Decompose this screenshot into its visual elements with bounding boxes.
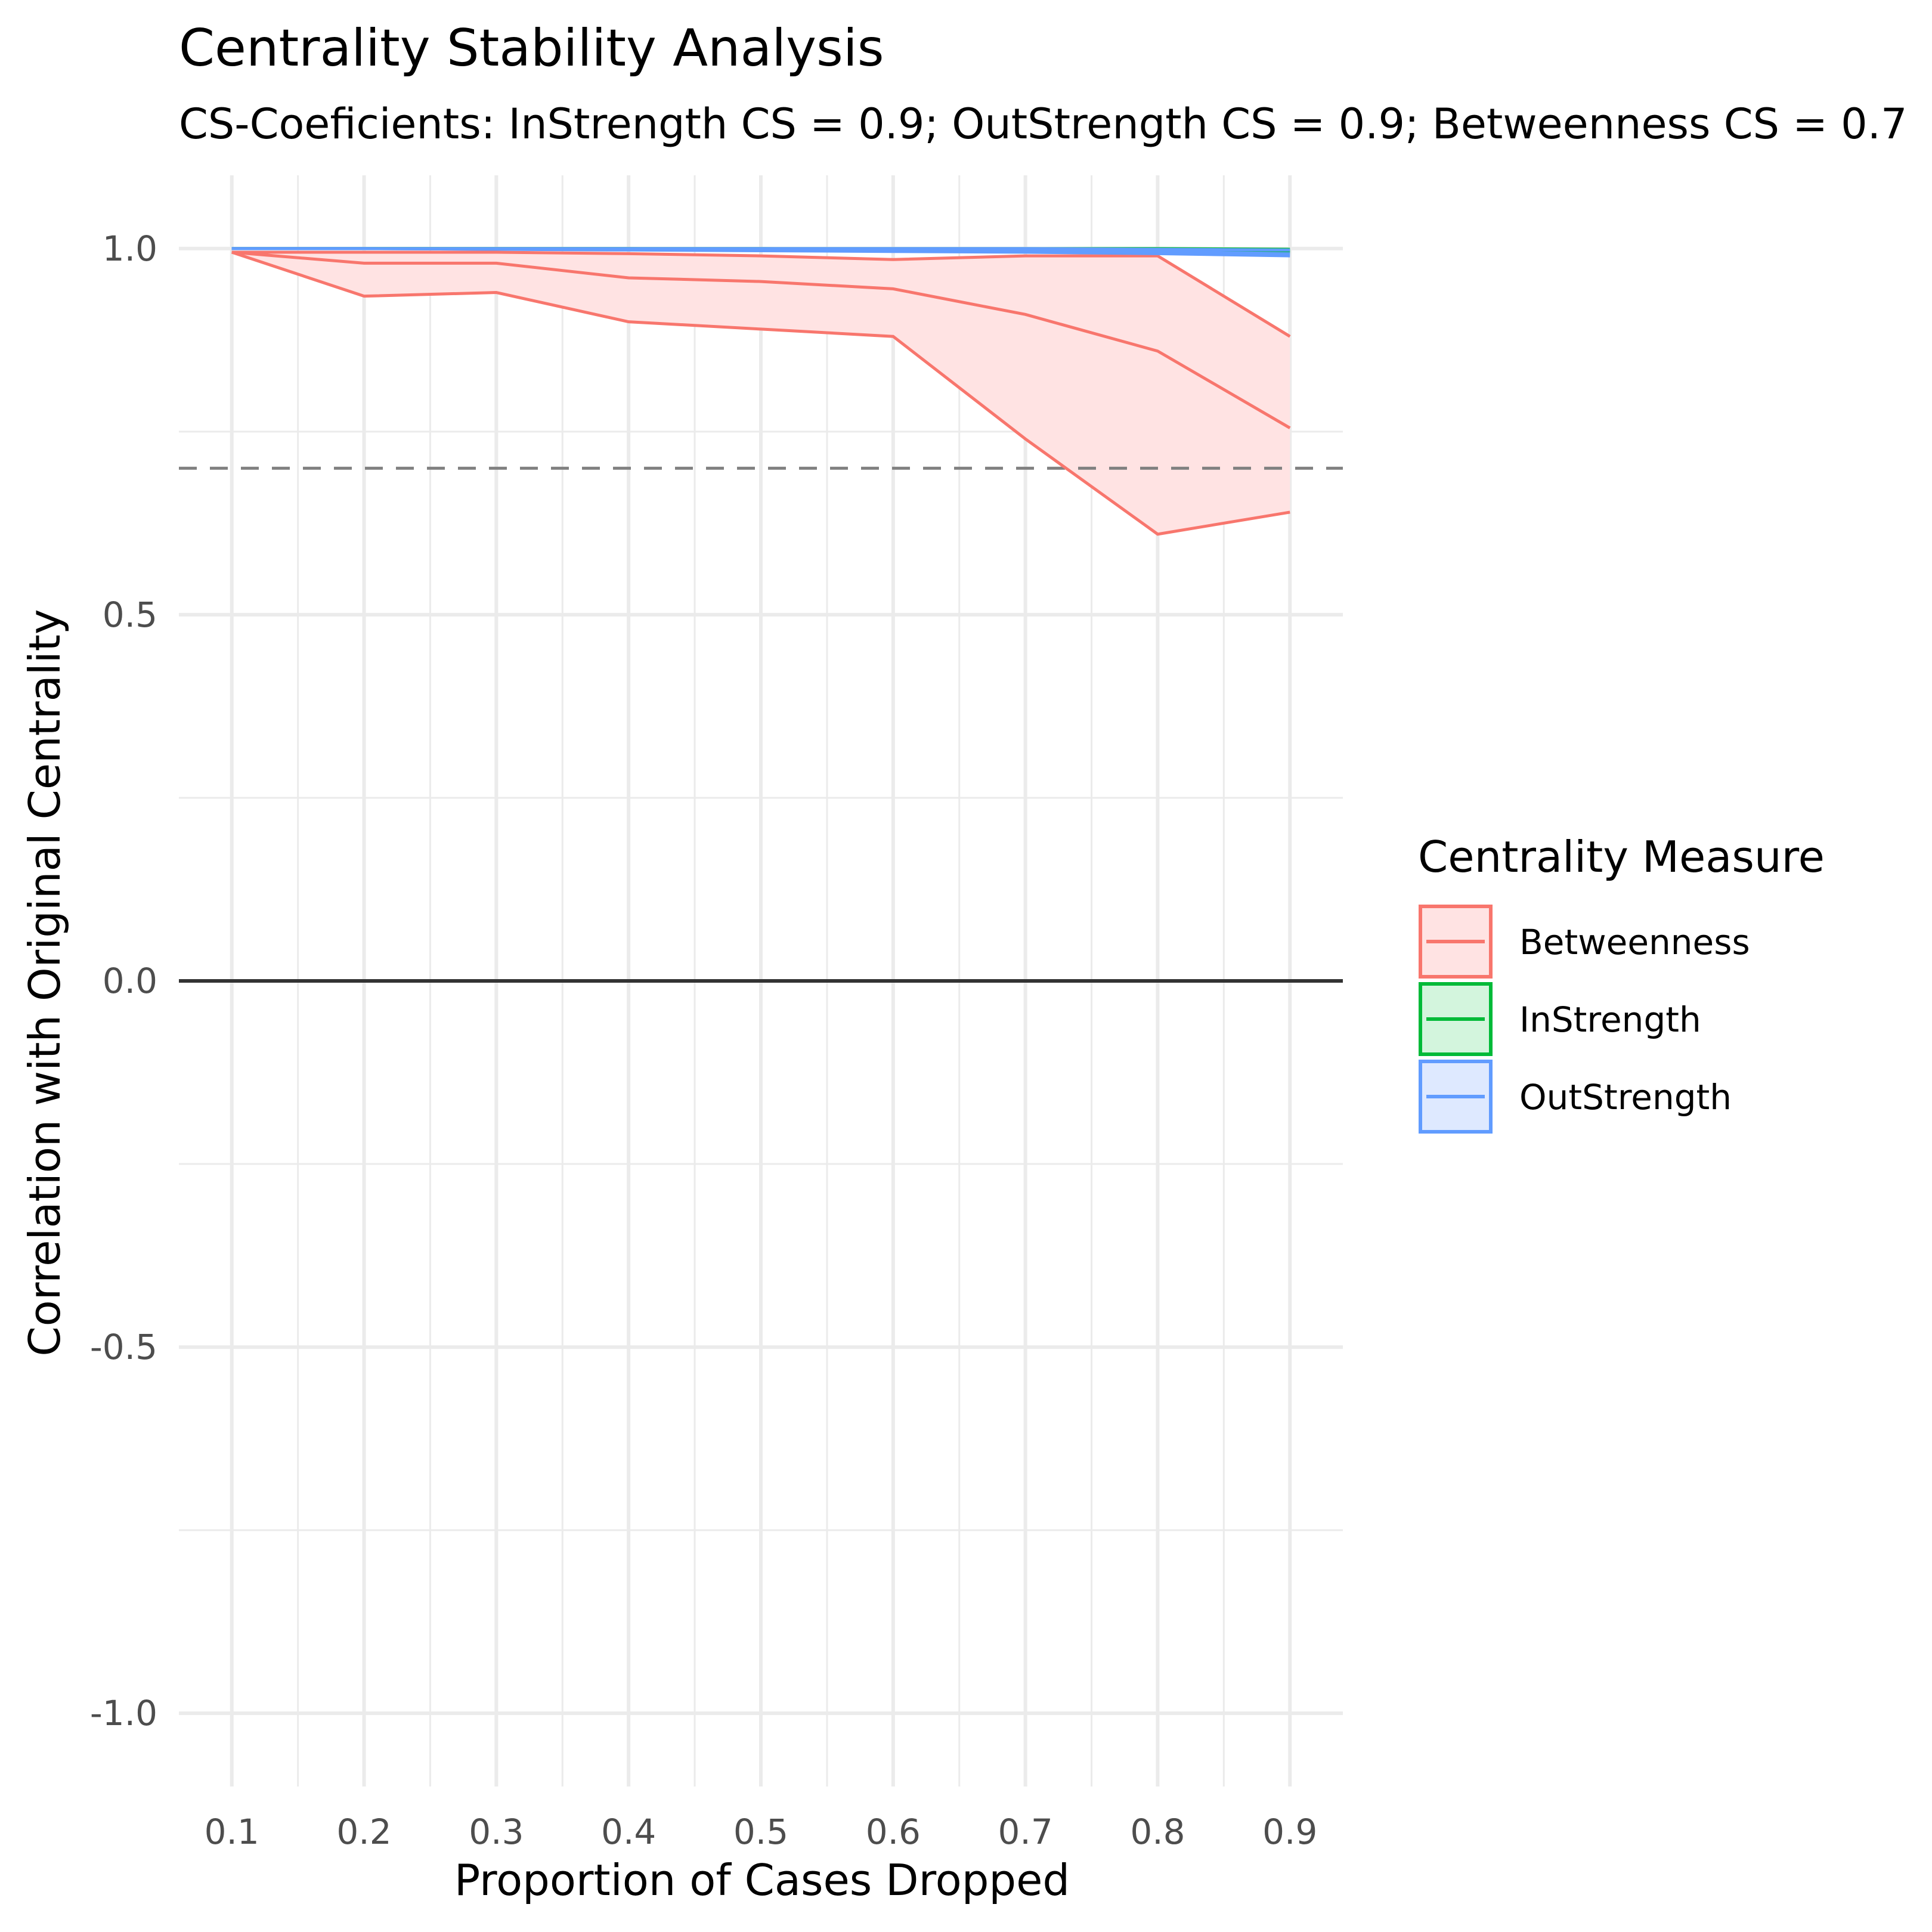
reference-lines bbox=[179, 466, 1343, 983]
x-axis-tick-labels: 0.1 0.2 0.3 0.4 0.5 0.6 0.7 0.8 0.9 bbox=[205, 1812, 1318, 1852]
x-tick-label: 0.8 bbox=[1130, 1812, 1185, 1852]
legend-title: Centrality Measure bbox=[1418, 832, 1825, 882]
x-tick-label: 0.6 bbox=[866, 1812, 921, 1852]
legend-label-betweenness: Betweenness bbox=[1519, 922, 1750, 962]
betweenness-upper-line bbox=[231, 250, 1291, 338]
series-lines bbox=[231, 247, 1291, 536]
x-tick-label: 0.3 bbox=[469, 1812, 524, 1852]
y-axis-tick-labels: 1.0 0.5 0.0 -0.5 -1.0 bbox=[90, 228, 157, 1733]
y-axis-title: Correlation with Original Centrality bbox=[20, 609, 70, 1356]
x-tick-label: 0.1 bbox=[205, 1812, 259, 1852]
chart-subtitle: CS-Coeficients: InStrength CS = 0.9; Out… bbox=[179, 100, 1908, 148]
y-tick-label: 0.0 bbox=[103, 961, 157, 1001]
betweenness-lower-line bbox=[231, 250, 1290, 536]
outstrength-lower-line bbox=[231, 247, 1290, 258]
x-tick-label: 0.7 bbox=[998, 1812, 1053, 1852]
betweenness-mean-line bbox=[231, 250, 1291, 429]
x-tick-label: 0.5 bbox=[733, 1812, 788, 1852]
legend-label-outstrength: OutStrength bbox=[1519, 1077, 1732, 1117]
legend-label-instrength: InStrength bbox=[1519, 999, 1701, 1040]
y-tick-label: 1.0 bbox=[103, 228, 157, 269]
x-tick-label: 0.9 bbox=[1262, 1812, 1317, 1852]
x-tick-label: 0.2 bbox=[336, 1812, 391, 1852]
y-tick-label: 0.5 bbox=[103, 595, 157, 635]
betweenness-band bbox=[231, 252, 1290, 534]
legend: Betweenness InStrength OutStrength bbox=[1419, 905, 1750, 1134]
chart-title: Centrality Stability Analysis bbox=[179, 18, 884, 78]
y-tick-label: -1.0 bbox=[90, 1693, 157, 1733]
x-axis-title: Proportion of Cases Dropped bbox=[454, 1855, 1070, 1905]
x-tick-label: 0.4 bbox=[601, 1812, 656, 1852]
y-tick-label: -0.5 bbox=[90, 1327, 157, 1367]
